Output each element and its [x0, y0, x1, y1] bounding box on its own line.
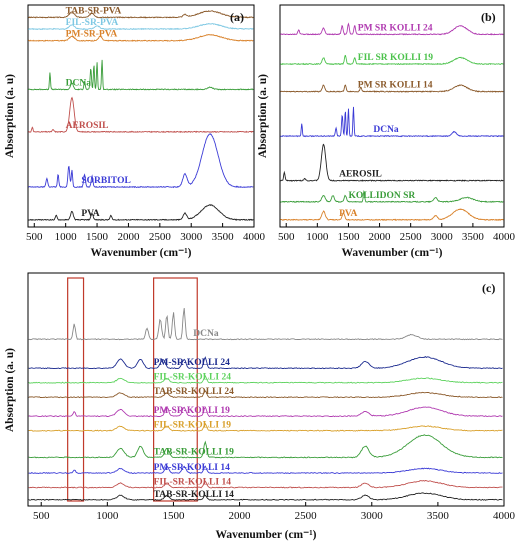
x-tick-label: 3000	[180, 231, 203, 243]
series-label-tab-sr-kolli-24: TAB-SR-KOLLI 24	[154, 387, 235, 397]
series-label-fil-sr-kolli-24: FIL-SR-KOLLI 24	[154, 373, 232, 383]
panel-b-series-group: PM SR KOLLI 24 FIL SR KOLLI 19 PM SR KOLLI…	[279, 22, 504, 222]
series-label-tab-sr-kolli-19: TAB-SR-KOLLI 19	[154, 447, 235, 457]
highlight-box	[67, 277, 85, 502]
series-label-pm-sr-kolli-14: PM SR KOLLI 14	[358, 81, 433, 91]
series-line-dcna	[27, 59, 254, 91]
panel-a-series-group: TAB-SR-PVA FIL-SR-PVA PM-SR-PVA DCNa AEROSIL…	[27, 6, 254, 222]
series-line-kollidon-sr	[279, 189, 504, 203]
panel-c-y-axis-label: Absorption (a. u)	[4, 348, 16, 432]
panel-c-highlight-boxes	[67, 277, 198, 502]
series-label-fil-sr-kolli-14: FIL-SR-KOLLI 14	[154, 478, 232, 488]
series-label-dcna: DCNa	[66, 78, 92, 88]
series-line-sorbitol	[28, 133, 254, 189]
x-tick-label: 3000	[431, 231, 454, 243]
series-label-tab-sr-kolli-14: TAB-SR-KOLLI 14	[154, 490, 235, 500]
series-label-pm-sr-pva: PM-SR-PVA	[66, 30, 118, 40]
series-line-fil-sr-kolli-19	[28, 422, 503, 432]
panel-b-x-ticks: 500 1000 1500 2000 2500 3000 3500 4000	[278, 223, 516, 243]
series-line-dcna	[28, 307, 503, 341]
series-line-tab-sr-kolli-24	[28, 390, 503, 399]
series-label-fil-sr-kolli-19: FIL-SR-KOLLI 19	[154, 421, 232, 431]
panel-b-frame	[279, 4, 505, 228]
x-tick-label: 1000	[55, 231, 78, 243]
panel-c-label: (c)	[482, 281, 495, 295]
x-tick-label: 1500	[86, 231, 109, 243]
x-tick-label: 2000	[369, 231, 392, 243]
panel-b-x-axis-label: Wavenumber (cm⁻¹)	[342, 247, 443, 259]
x-tick-label: 500	[278, 231, 295, 243]
series-line-pm-sr-kolli-24	[280, 22, 504, 36]
x-tick-label: 1500	[162, 510, 185, 522]
panel-a: TAB-SR-PVA FIL-SR-PVA PM-SR-PVA DCNa AEROSIL…	[4, 4, 266, 259]
panel-b-label: (b)	[481, 10, 496, 24]
series-line-pm-sr-pva	[28, 33, 254, 42]
panel-c-x-ticks: 500 1000 1500 2000 2500 3000 3500 4000	[33, 502, 516, 522]
series-line-pva	[28, 203, 254, 222]
series-line-fil-sr-kolli-14	[28, 479, 503, 489]
x-tick-label: 3500	[427, 510, 450, 522]
panel-b-y-axis-label: Absorption (a. u)	[257, 74, 269, 158]
x-tick-label: 1000	[96, 510, 119, 522]
series-label-pm-sr-kolli-24: PM-SR-KOLLI 24	[154, 358, 231, 368]
panel-b: PM SR KOLLI 24 FIL SR KOLLI 19 PM SR KOLLI…	[257, 4, 516, 259]
panel-a-y-axis-label: Absorption (a. u)	[4, 74, 16, 158]
series-line-tab-sr-pva	[28, 10, 254, 19]
x-tick-label: 4000	[243, 231, 266, 243]
x-tick-label: 1500	[337, 231, 360, 243]
x-tick-label: 2000	[229, 510, 252, 522]
series-label-dcna: DCNa	[373, 125, 399, 135]
series-line-fil-sr-pva	[27, 23, 254, 31]
series-line-aerosil	[28, 96, 254, 134]
series-line-pm-sr-kolli-14	[28, 465, 503, 474]
x-tick-label: 2500	[149, 231, 172, 243]
series-line-tab-sr-kolli-19	[28, 434, 503, 459]
series-line-pm-sr-kolli-14	[280, 84, 504, 93]
x-tick-label: 2500	[400, 231, 423, 243]
panel-c-x-axis-label: Wavenumber (cm⁻¹)	[216, 529, 317, 541]
series-label-kollidon-sr: KOLLIDON SR	[348, 191, 415, 201]
x-tick-label: 1000	[306, 231, 329, 243]
series-label-dcna: DCNa	[193, 329, 219, 339]
x-tick-label: 3000	[361, 510, 384, 522]
series-label-aerosil: AEROSIL	[339, 170, 382, 180]
highlight-box	[153, 277, 198, 502]
series-line-pva	[280, 208, 504, 222]
panel-c: DCNa PM-SR-KOLLI 24 FIL-SR-KOLLI 24 TAB-SR-…	[4, 272, 516, 541]
series-label-fil-sr-kolli-19: FIL SR KOLLI 19	[358, 53, 433, 63]
panel-a-frame	[27, 4, 255, 228]
series-line-aerosil	[280, 143, 504, 182]
series-label-pva: PVA	[339, 209, 357, 219]
panel-a-x-axis-label: Wavenumber (cm⁻¹)	[91, 247, 192, 259]
series-line-pm-sr-kolli-19	[28, 406, 503, 418]
panel-c-frame	[27, 272, 505, 507]
x-tick-label: 500	[33, 510, 50, 522]
panel-a-x-ticks: 500 1000 1500 2000 2500 3000 3500 4000	[26, 223, 266, 243]
x-tick-label: 2000	[117, 231, 140, 243]
series-label-tab-sr-pva: TAB-SR-PVA	[66, 6, 122, 16]
x-tick-label: 3500	[462, 231, 485, 243]
series-label-pva: PVA	[81, 209, 99, 219]
panel-c-series-group: DCNa PM-SR-KOLLI 24 FIL-SR-KOLLI 24 TAB-SR-…	[28, 307, 503, 501]
series-line-tab-sr-kolli-14	[28, 492, 503, 501]
x-tick-label: 2500	[295, 510, 318, 522]
series-line-fil-sr-kolli-19	[280, 54, 504, 66]
x-tick-label: 4000	[493, 231, 516, 243]
series-label-pm-sr-kolli-14: PM-SR-KOLLI 14	[154, 463, 231, 473]
series-line-dcna	[280, 106, 504, 138]
series-label-pm-sr-kolli-19: PM-SR-KOLLI 19	[154, 406, 231, 416]
series-line-fil-sr-kolli-24	[28, 374, 503, 384]
x-tick-label: 4000	[493, 510, 516, 522]
series-label-fil-sr-pva: FIL-SR-PVA	[66, 18, 119, 28]
x-tick-label: 3500	[212, 231, 235, 243]
series-label-aerosil: AEROSIL	[66, 121, 109, 131]
x-tick-label: 500	[26, 231, 43, 243]
series-label-pm-sr-kolli-24: PM SR KOLLI 24	[358, 23, 433, 33]
series-label-sorbitol: SORBITOL	[81, 176, 130, 186]
series-line-pm-sr-kolli-24	[28, 356, 503, 370]
panel-a-label: (a)	[230, 10, 244, 24]
